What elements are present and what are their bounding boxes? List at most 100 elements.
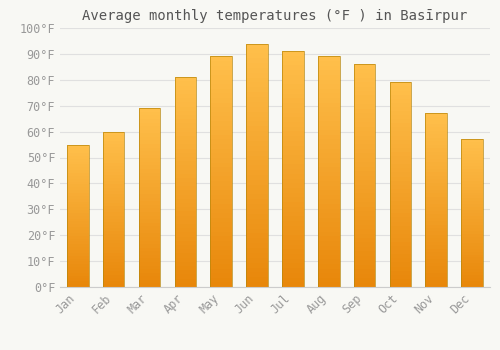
Bar [390, 246, 411, 250]
Bar [462, 195, 483, 198]
Bar [318, 107, 340, 112]
Bar [390, 189, 411, 193]
Bar [139, 126, 160, 130]
Bar [318, 264, 340, 268]
Bar [174, 140, 196, 144]
Bar [282, 202, 304, 207]
Bar [354, 149, 376, 153]
Bar [390, 127, 411, 132]
Bar [139, 108, 160, 287]
Bar [390, 82, 411, 86]
Bar [174, 153, 196, 157]
Bar [103, 178, 124, 181]
Bar [67, 150, 88, 153]
Bar [67, 236, 88, 239]
Bar [139, 140, 160, 144]
Bar [67, 222, 88, 224]
Bar [318, 162, 340, 167]
Bar [282, 84, 304, 89]
Bar [246, 146, 268, 150]
Bar [174, 82, 196, 86]
Bar [390, 173, 411, 176]
Bar [67, 159, 88, 162]
Bar [318, 268, 340, 273]
Bar [318, 181, 340, 186]
Bar [139, 237, 160, 240]
Bar [139, 198, 160, 201]
Bar [67, 241, 88, 244]
Bar [318, 223, 340, 227]
Bar [462, 234, 483, 237]
Bar [282, 235, 304, 240]
Bar [139, 130, 160, 133]
Bar [174, 119, 196, 123]
Bar [282, 141, 304, 146]
Bar [67, 210, 88, 213]
Bar [246, 63, 268, 68]
Bar [246, 126, 268, 131]
Bar [390, 144, 411, 148]
Bar [426, 131, 447, 134]
Bar [462, 154, 483, 157]
Bar [139, 190, 160, 194]
Bar [390, 148, 411, 152]
Bar [318, 176, 340, 181]
Bar [67, 176, 88, 179]
Bar [426, 193, 447, 197]
Bar [462, 222, 483, 225]
Bar [139, 148, 160, 151]
Bar [426, 173, 447, 176]
Bar [282, 51, 304, 56]
Bar [426, 145, 447, 148]
Bar [390, 201, 411, 205]
Bar [103, 268, 124, 272]
Bar [174, 86, 196, 90]
Bar [139, 173, 160, 176]
Bar [390, 111, 411, 115]
Bar [246, 272, 268, 277]
Bar [174, 279, 196, 283]
Bar [103, 191, 124, 194]
Bar [210, 268, 232, 273]
Bar [210, 273, 232, 278]
Bar [354, 140, 376, 145]
Bar [103, 259, 124, 262]
Bar [390, 156, 411, 160]
Bar [426, 204, 447, 207]
Bar [174, 262, 196, 266]
Bar [282, 259, 304, 264]
Bar [67, 162, 88, 164]
Bar [462, 193, 483, 195]
Bar [318, 130, 340, 135]
Bar [246, 160, 268, 165]
Bar [354, 109, 376, 113]
Bar [318, 190, 340, 195]
Bar [210, 84, 232, 89]
Bar [103, 135, 124, 138]
Bar [67, 196, 88, 199]
Bar [246, 88, 268, 92]
Bar [282, 188, 304, 193]
Bar [246, 243, 268, 248]
Bar [67, 179, 88, 182]
Bar [246, 209, 268, 214]
Bar [318, 245, 340, 250]
Bar [246, 136, 268, 141]
Bar [210, 172, 232, 176]
Bar [246, 204, 268, 209]
Bar [103, 175, 124, 178]
Bar [462, 207, 483, 210]
Bar [210, 70, 232, 75]
Bar [462, 231, 483, 234]
Bar [103, 216, 124, 219]
Bar [462, 204, 483, 207]
Bar [246, 92, 268, 97]
Bar [390, 103, 411, 107]
Bar [462, 175, 483, 178]
Bar [139, 273, 160, 276]
Bar [246, 83, 268, 88]
Bar [246, 258, 268, 262]
Bar [390, 283, 411, 287]
Bar [139, 108, 160, 112]
Bar [67, 164, 88, 167]
